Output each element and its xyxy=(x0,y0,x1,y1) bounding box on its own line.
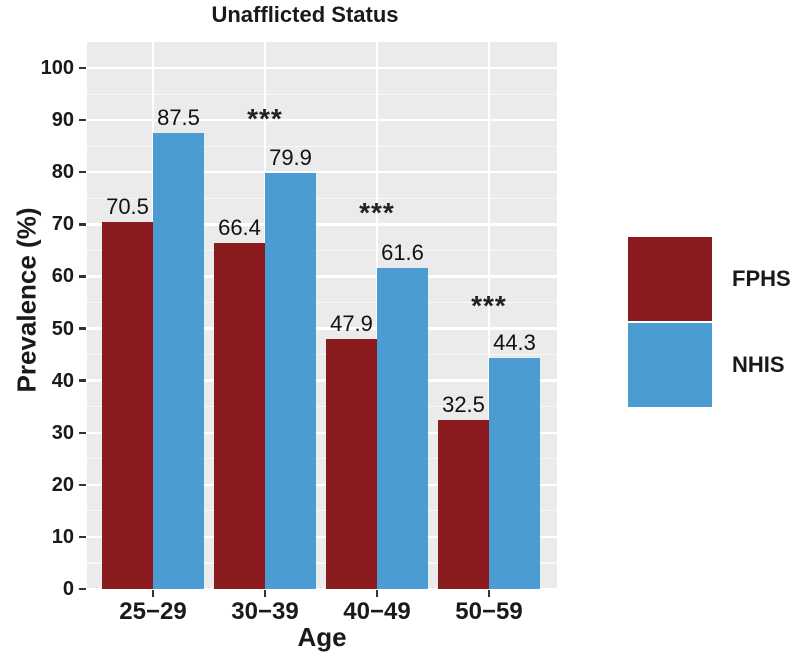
gridline-major-vertical xyxy=(375,42,379,589)
y-axis-tick-label: 0 xyxy=(62,578,74,600)
legend-item-fphs: FPHS xyxy=(628,237,790,321)
bar-fphs-30-39 xyxy=(214,243,265,589)
x-axis-tick xyxy=(263,590,267,597)
gridline-minor-horizontal xyxy=(87,406,557,408)
y-axis-tick-label: 70 xyxy=(51,213,74,236)
bar-fphs-50-59 xyxy=(438,419,489,589)
gridline-minor-horizontal xyxy=(87,249,557,251)
gridline-major-horizontal xyxy=(87,171,557,174)
bar-value-label: 79.9 xyxy=(269,144,312,170)
plot-panel: 70.5 66.4 47.9 32.5 87.5 79.9 61.6 44.3 *** *** **… xyxy=(87,42,557,589)
x-axis-tick-label: 40−49 xyxy=(343,598,411,625)
gridline-major-horizontal xyxy=(87,431,557,434)
significance-marker-30-39: *** xyxy=(247,102,283,134)
y-axis-tick-label: 40 xyxy=(51,369,74,392)
chart-title: Unafflicted Status xyxy=(211,2,399,27)
gridline-minor-horizontal xyxy=(87,93,557,95)
gridline-minor-horizontal xyxy=(87,562,557,564)
y-axis-tick-label: 100 xyxy=(40,57,74,80)
x-axis-tick xyxy=(487,590,491,597)
gridline-minor-horizontal xyxy=(87,301,557,304)
y-axis-tick-label: 10 xyxy=(51,525,74,548)
x-axis-tick xyxy=(375,590,379,597)
bar-fphs-25-29 xyxy=(102,221,153,589)
bar-value-label: 44.3 xyxy=(493,330,536,356)
bar-nhis-50-59 xyxy=(489,358,540,589)
gridline-major-horizontal xyxy=(87,66,557,70)
gridline-major-horizontal xyxy=(87,327,557,330)
significance-marker-40-49: *** xyxy=(359,196,395,228)
legend-key-fphs xyxy=(628,237,712,321)
bar-value-label: 47.9 xyxy=(330,311,373,337)
legend-label-fphs: FPHS xyxy=(732,266,790,291)
legend-item-nhis: NHIS xyxy=(628,323,790,407)
x-axis-title: Age xyxy=(297,622,347,652)
x-axis-tick-label: 30−39 xyxy=(231,598,299,625)
y-axis-tick xyxy=(79,66,86,70)
bar-fphs-40-49 xyxy=(326,339,377,589)
bar-nhis-30-39 xyxy=(265,172,316,589)
y-axis-tick xyxy=(79,587,86,591)
gridline-major-horizontal xyxy=(87,223,557,226)
bar-value-label: 87.5 xyxy=(157,105,200,131)
y-axis-tick xyxy=(79,275,86,278)
legend: FPHS NHIS xyxy=(628,237,790,409)
y-axis-tick-label: 80 xyxy=(51,161,74,184)
y-axis-tick-label: 60 xyxy=(51,265,74,288)
x-axis-tick-label: 25−29 xyxy=(119,598,187,625)
y-axis-tick xyxy=(79,171,86,174)
gridline-minor-horizontal xyxy=(87,197,557,199)
gridline-minor-horizontal xyxy=(87,510,557,512)
y-axis-tick-label: 90 xyxy=(51,109,74,132)
y-axis-tick-label: 20 xyxy=(51,473,74,496)
bar-value-label: 66.4 xyxy=(218,215,261,241)
y-axis-tick xyxy=(79,483,86,486)
bar-value-label: 70.5 xyxy=(106,193,149,219)
gridline-minor-horizontal xyxy=(87,353,557,356)
legend-key-nhis xyxy=(628,323,712,407)
y-axis-tick xyxy=(79,379,86,382)
gridline-minor-horizontal xyxy=(87,458,557,460)
bar-nhis-25-29 xyxy=(153,133,204,589)
gridline-major-horizontal xyxy=(87,535,557,539)
gridline-minor-horizontal xyxy=(87,145,557,147)
y-axis-tick xyxy=(79,118,86,122)
gridline-major-vertical xyxy=(487,42,491,589)
gridline-major-horizontal xyxy=(87,275,557,278)
bar-value-label: 61.6 xyxy=(381,240,424,266)
legend-label-nhis: NHIS xyxy=(732,352,785,377)
y-axis-tick xyxy=(79,431,86,434)
x-axis-tick xyxy=(151,590,155,597)
y-axis-tick xyxy=(79,535,86,539)
x-axis-tick-label: 50−59 xyxy=(455,598,523,625)
y-axis-tick xyxy=(79,327,86,330)
gridline-major-horizontal xyxy=(87,118,557,122)
bar-value-label: 32.5 xyxy=(442,391,485,417)
y-axis-tick-label: 30 xyxy=(51,421,74,444)
gridline-major-horizontal xyxy=(87,587,557,589)
gridline-major-horizontal xyxy=(87,379,557,382)
significance-marker-50-59: *** xyxy=(471,290,507,322)
bar-nhis-40-49 xyxy=(377,268,428,589)
gridline-major-horizontal xyxy=(87,483,557,487)
y-axis-tick-label: 50 xyxy=(51,317,74,340)
y-axis-tick xyxy=(79,223,86,226)
